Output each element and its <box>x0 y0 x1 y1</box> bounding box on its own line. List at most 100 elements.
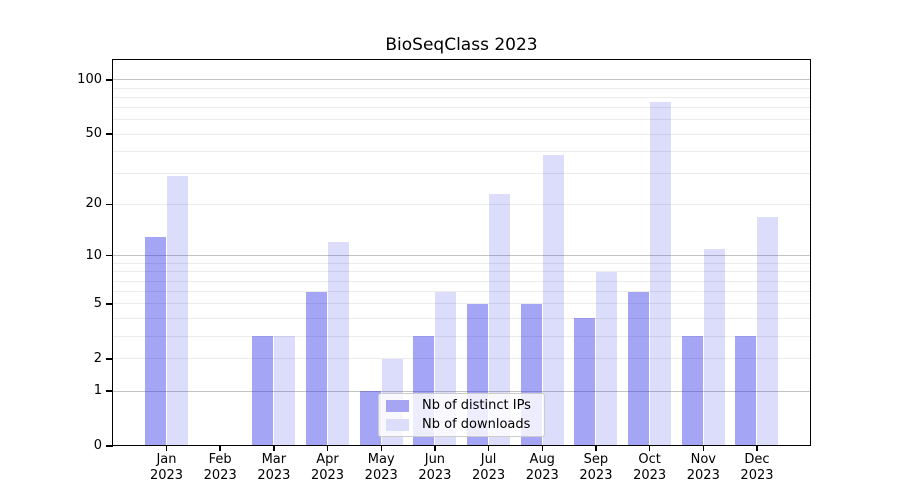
y-tick-mark-100 <box>106 79 113 81</box>
year-label: 2023 <box>740 467 774 483</box>
gridline-minor-3 <box>112 335 811 337</box>
bar-apr-nb-of-downloads <box>328 242 350 446</box>
gridline-major-100 <box>112 79 811 81</box>
gridline-minor-2 <box>112 358 811 360</box>
gridline-minor-20 <box>112 203 811 205</box>
bar-sep-nb-of-distinct-ips <box>574 318 596 446</box>
bar-sep-nb-of-downloads <box>596 271 618 446</box>
y-tick-mark-50 <box>106 133 113 135</box>
y-tick-mark-0 <box>106 445 113 447</box>
gridline-minor-8 <box>112 271 811 273</box>
gridline-major-10 <box>112 255 811 257</box>
gridline-minor-9 <box>112 262 811 264</box>
y-tick-label-0: 0 <box>93 438 102 453</box>
x-tick-label-sep: Sep 2023 <box>564 452 628 483</box>
x-tick-mark-oct <box>648 446 651 451</box>
year-label: 2023 <box>525 467 559 483</box>
y-tick-mark-20 <box>106 203 113 206</box>
month-label: Nov <box>690 452 716 467</box>
month-label: Jan <box>156 452 177 467</box>
y-tick-label-2: 2 <box>93 350 102 366</box>
legend-label-downloads: Nb of downloads <box>422 417 531 432</box>
legend: Nb of distinct IPs Nb of downloads <box>378 393 545 437</box>
x-tick-label-jan: Jan 2023 <box>135 452 199 483</box>
year-label: 2023 <box>364 467 398 483</box>
x-tick-label-mar: Mar 2023 <box>242 452 306 483</box>
bar-jan-nb-of-distinct-ips <box>145 236 166 446</box>
year-label: 2023 <box>472 467 506 483</box>
gridline-minor-80 <box>112 96 811 98</box>
bar-jul-nb-of-downloads <box>489 193 511 446</box>
x-tick-mark-jul <box>487 446 490 451</box>
gridline-minor-30 <box>112 173 811 175</box>
y-tick-label-1: 1 <box>93 383 102 398</box>
x-tick-label-nov: Nov 2023 <box>671 452 735 483</box>
x-tick-mark-apr <box>326 446 329 451</box>
gridline-minor-6 <box>112 291 811 293</box>
bar-dec-nb-of-downloads <box>757 216 779 446</box>
gridline-minor-4 <box>112 317 811 319</box>
gridline-minor-70 <box>112 107 811 109</box>
year-label: 2023 <box>149 467 184 483</box>
month-label: Jul <box>480 452 497 467</box>
month-label: Apr <box>316 452 339 467</box>
x-tick-label-jul: Jul 2023 <box>457 452 521 483</box>
x-tick-mark-aug <box>541 446 543 451</box>
bar-nov-nb-of-distinct-ips <box>681 336 703 446</box>
x-tick-label-oct: Oct 2023 <box>618 452 682 483</box>
y-tick-label-5: 5 <box>93 295 102 311</box>
month-label: Aug <box>529 452 555 467</box>
year-label: 2023 <box>310 467 345 483</box>
x-tick-mark-jun <box>434 446 436 451</box>
x-tick-label-aug: Aug 2023 <box>510 452 574 483</box>
gridline-minor-5 <box>112 303 811 305</box>
x-tick-mark-jan <box>165 446 168 451</box>
gridline-major-1 <box>112 390 811 392</box>
bar-oct-nb-of-downloads <box>650 102 672 446</box>
y-tick-label-10: 10 <box>85 247 102 263</box>
month-label: May <box>367 452 395 467</box>
bar-oct-nb-of-distinct-ips <box>628 291 650 446</box>
legend-swatch-distinct-ips <box>386 399 409 412</box>
y-tick-label-100: 100 <box>77 71 102 87</box>
month-label: Feb <box>208 452 232 467</box>
y-tick-mark-10 <box>106 255 113 257</box>
month-label: Oct <box>638 452 661 467</box>
gridline-minor-7 <box>112 280 811 282</box>
x-tick-mark-nov <box>702 446 704 451</box>
x-tick-mark-mar <box>273 446 275 451</box>
month-label: Mar <box>261 452 287 467</box>
x-tick-mark-dec <box>756 446 758 451</box>
month-label: Sep <box>583 452 609 467</box>
year-label: 2023 <box>203 467 237 483</box>
bar-aug-nb-of-downloads <box>542 155 564 446</box>
x-tick-label-may: May 2023 <box>349 452 413 483</box>
bar-mar-nb-of-downloads <box>274 336 296 446</box>
gridline-minor-50 <box>112 133 811 135</box>
year-label: 2023 <box>633 467 667 483</box>
legend-swatch-downloads <box>386 418 409 431</box>
x-tick-mark-feb <box>219 446 221 451</box>
bar-dec-nb-of-distinct-ips <box>735 336 757 446</box>
x-tick-label-dec: Dec 2023 <box>725 452 789 483</box>
y-tick-mark-1 <box>106 390 113 392</box>
chart-title: BioSeqClass 2023 <box>385 35 538 55</box>
bar-mar-nb-of-distinct-ips <box>252 336 274 446</box>
y-tick-label-50: 50 <box>85 126 102 142</box>
month-label: Jun <box>424 452 446 467</box>
x-tick-label-jun: Jun 2023 <box>403 452 467 483</box>
legend-item-downloads: Nb of downloads <box>386 417 536 432</box>
year-label: 2023 <box>418 467 452 483</box>
x-tick-mark-sep <box>595 446 597 451</box>
x-tick-label-feb: Feb 2023 <box>188 452 252 483</box>
bar-nov-nb-of-downloads <box>703 248 725 446</box>
y-tick-label-20: 20 <box>85 196 102 212</box>
gridline-minor-40 <box>112 150 811 152</box>
bar-apr-nb-of-distinct-ips <box>306 291 328 446</box>
month-label: Dec <box>744 452 770 467</box>
y-tick-mark-5 <box>106 303 113 305</box>
legend-item-distinct-ips: Nb of distinct IPs <box>386 398 536 413</box>
x-tick-label-apr: Apr 2023 <box>296 452 360 483</box>
year-label: 2023 <box>257 467 291 483</box>
